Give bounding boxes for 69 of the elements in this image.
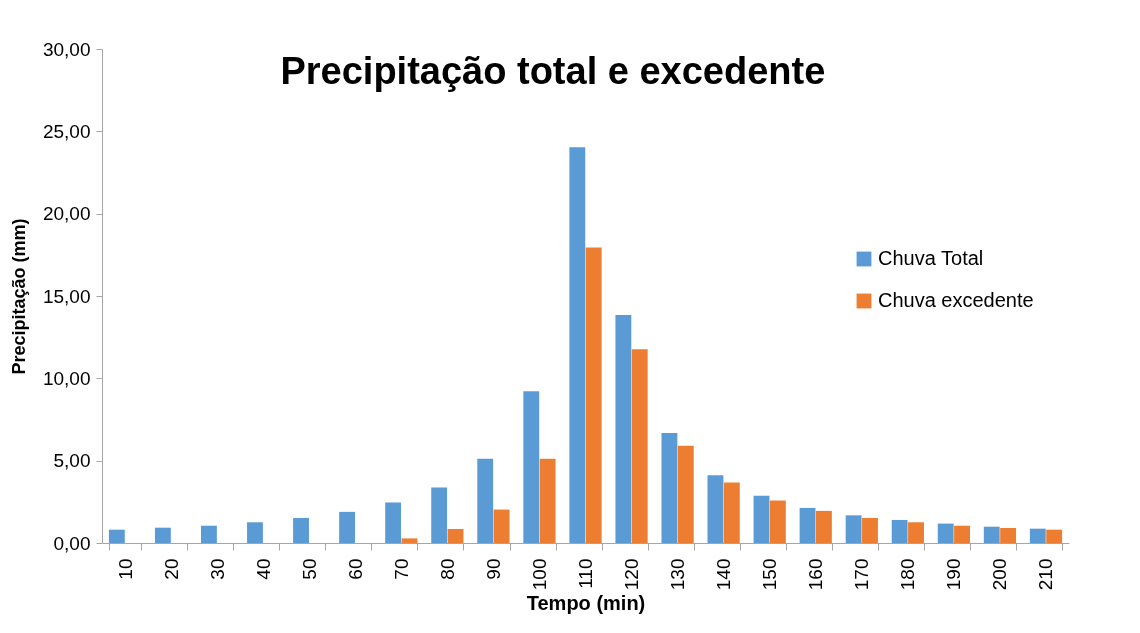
bar xyxy=(108,529,125,543)
x-tick-label: 110 xyxy=(575,558,596,589)
bar xyxy=(937,523,954,543)
bar xyxy=(845,515,862,543)
bar xyxy=(677,445,694,543)
bar xyxy=(707,475,724,543)
bar xyxy=(1046,529,1063,543)
bar xyxy=(769,500,786,543)
bar xyxy=(154,527,171,543)
bar xyxy=(539,458,556,543)
x-tick-label: 140 xyxy=(713,558,735,591)
x-tick-label: 40 xyxy=(252,558,274,580)
x-tick-label: 200 xyxy=(989,558,1011,591)
x-tick-label: 150 xyxy=(759,558,781,591)
x-tick-label: 180 xyxy=(897,558,919,591)
y-tick-label: 5,00 xyxy=(53,450,91,472)
bar xyxy=(908,522,924,543)
y-tick-label: 20,00 xyxy=(42,203,91,225)
x-tick-label: 170 xyxy=(851,558,873,591)
bar xyxy=(1000,528,1017,543)
y-tick-label: 10,00 xyxy=(42,367,91,389)
bar xyxy=(201,525,217,543)
x-tick-label: 50 xyxy=(298,558,320,580)
x-tick-label: 130 xyxy=(667,558,689,591)
bar xyxy=(954,525,970,543)
x-tick-label: 90 xyxy=(482,558,504,580)
x-tick-label: 120 xyxy=(621,558,643,591)
x-tick-label: 10 xyxy=(114,558,136,580)
x-tick-label: 80 xyxy=(436,558,458,580)
bar xyxy=(753,495,770,543)
bar xyxy=(293,517,309,543)
x-axis-title: Tempo (min) xyxy=(526,592,646,615)
bar xyxy=(477,458,494,543)
y-tick-label: 25,00 xyxy=(42,120,91,142)
x-tick-label: 20 xyxy=(160,558,182,580)
bar xyxy=(891,519,908,543)
bar xyxy=(862,517,878,543)
bar xyxy=(631,349,648,543)
bar xyxy=(983,526,1000,543)
bar xyxy=(1029,528,1046,543)
x-tick-label: 210 xyxy=(1035,558,1057,591)
bar xyxy=(339,511,356,543)
legend-label: Chuva Total xyxy=(878,247,984,269)
chart-title: Precipitação total e excedente xyxy=(280,50,826,92)
bar xyxy=(493,509,510,543)
bar xyxy=(585,247,602,543)
bar xyxy=(385,502,402,543)
bar xyxy=(401,538,418,543)
y-tick-label: 30,00 xyxy=(42,38,91,60)
bar xyxy=(523,391,540,543)
bar xyxy=(569,147,586,543)
x-tick-label: 190 xyxy=(943,558,965,591)
legend-label: Chuva excedente xyxy=(878,289,1034,311)
x-tick-label: 160 xyxy=(805,558,827,591)
bar xyxy=(431,487,448,543)
y-tick-label: 0,00 xyxy=(53,532,91,554)
y-tick-label: 15,00 xyxy=(42,285,91,307)
bar xyxy=(799,507,816,543)
bar xyxy=(247,522,263,543)
bar xyxy=(661,433,678,543)
bar xyxy=(815,510,832,543)
bar xyxy=(615,315,632,543)
x-tick-label: 60 xyxy=(344,558,366,580)
x-tick-label: 100 xyxy=(528,558,550,591)
y-axis-title: Precipitação (mm) xyxy=(8,218,29,375)
x-tick-label: 70 xyxy=(390,558,412,580)
bar xyxy=(447,529,464,543)
bar xyxy=(723,482,740,543)
x-tick-label: 30 xyxy=(206,558,228,580)
